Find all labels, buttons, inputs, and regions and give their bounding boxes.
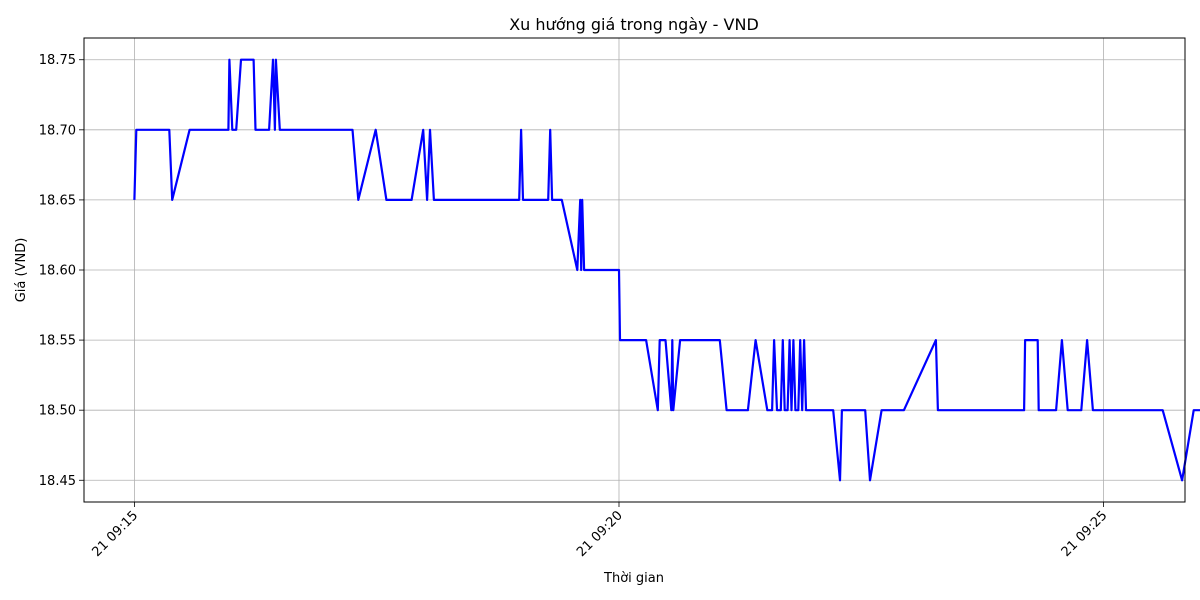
y-axis-label: Giá (VND)	[14, 238, 29, 303]
price-series-line	[133, 58, 1200, 482]
y-axis-ticks: 18.45 18.50 18.55 18.60 18.65 18.70 18.75	[39, 53, 84, 489]
y-tick-label: 18.75	[39, 53, 76, 68]
chart-title: Xu hướng giá trong ngày - VND	[509, 15, 759, 34]
y-tick-label: 18.60	[39, 264, 76, 279]
y-tick-label: 18.65	[39, 193, 76, 208]
y-tick-label: 18.70	[39, 123, 76, 138]
y-tick-label: 18.50	[39, 404, 76, 419]
y-tick-label: 18.55	[39, 334, 76, 349]
series-layer	[133, 58, 1200, 482]
x-axis-label: Thời gian	[603, 571, 664, 586]
y-tick-label: 18.45	[39, 474, 76, 489]
